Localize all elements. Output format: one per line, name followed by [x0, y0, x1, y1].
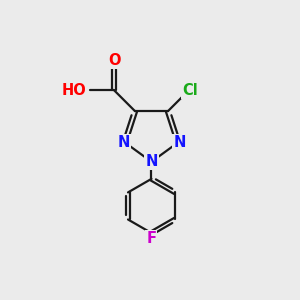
Text: F: F [146, 231, 157, 246]
Text: Cl: Cl [182, 83, 198, 98]
Text: O: O [109, 52, 121, 68]
Text: N: N [173, 135, 186, 150]
Text: N: N [117, 135, 130, 150]
Text: N: N [145, 154, 158, 169]
Text: HO: HO [62, 83, 86, 98]
